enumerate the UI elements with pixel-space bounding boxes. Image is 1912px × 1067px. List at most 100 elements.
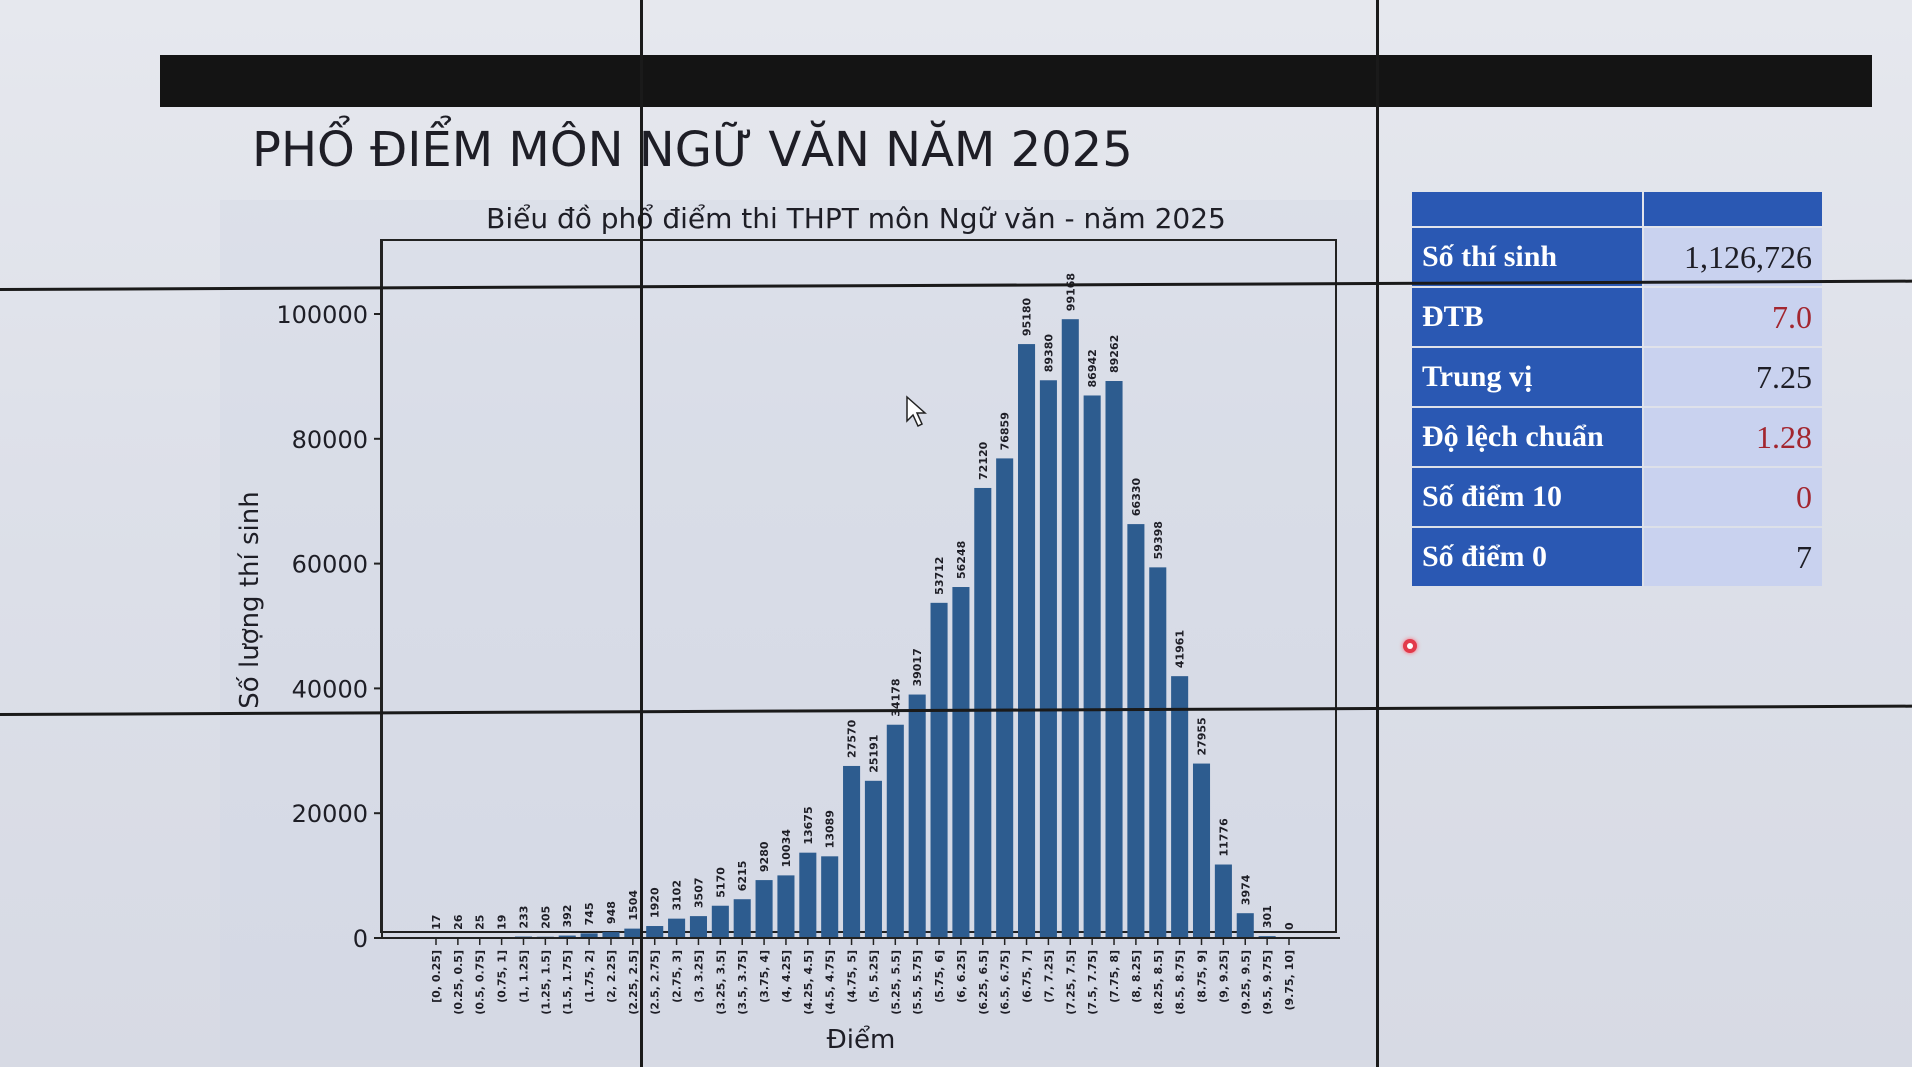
bar-value-label: 41961 [1174,630,1187,668]
bar-value-label: 13089 [824,810,837,848]
x-tick-label: (0.75, 1] [496,950,509,1003]
x-tick-label: (1.75, 2] [583,950,596,1003]
x-tick-label: (9.5, 9.75] [1261,950,1274,1015]
mouse-cursor-icon [906,395,927,428]
x-tick-label: (0.5, 0.75] [474,950,487,1015]
bar-value-label: 9280 [758,841,771,872]
bar [777,875,795,938]
slide-header-bar [160,55,1872,107]
x-tick-label: (3.25, 3.5] [714,950,727,1015]
laser-pointer-dot [1403,639,1417,653]
stats-table: Số thí sinh 1,126,726 ĐTB 7.0 Trung vị 7.25 Độ… [1410,190,1824,588]
x-tick-label: (5.25, 5.5] [889,950,902,1015]
x-tick-label: (4.75, 5] [846,950,859,1003]
stats-value: 7.25 [1644,348,1822,406]
x-tick-label: (2.75, 3] [671,950,684,1003]
bar-value-label: 89380 [1042,334,1055,373]
x-tick-label: (6, 6.25] [955,950,968,1003]
bar [974,487,992,938]
bar-value-label: 95180 [1021,297,1034,336]
bar-value-label: 392 [561,905,574,928]
bar-value-label: 76859 [999,412,1012,450]
bar [755,880,773,938]
bar-value-label: 17 [430,915,443,930]
bar-value-label: 5170 [714,867,727,898]
bar-value-label: 56248 [955,541,968,579]
bar [624,928,642,938]
bar-labels-group: 17 26 25 19 233 205 392 745 948 1504 1920 3102 3507 5… [430,273,1296,930]
stats-value: 1.28 [1644,408,1822,466]
stats-table-header [1412,192,1822,226]
x-tick-label: [0, 0.25] [430,950,443,1003]
bar-value-label: 205 [539,906,552,929]
bar [930,602,948,938]
y-tick-label: 100000 [276,301,368,329]
stats-value: 7 [1644,528,1822,586]
bar [1214,864,1232,938]
bar [908,694,926,938]
bar [668,918,686,938]
x-tick-label: (2.5, 2.75] [649,950,662,1015]
bar [864,780,882,938]
bar [821,856,839,938]
x-tick-label: (8, 8.25] [1130,950,1143,1003]
bar-value-label: 3102 [671,880,684,911]
bar [1236,913,1254,938]
bar [843,765,861,938]
screen-seam-vertical-right [1376,0,1379,1067]
stats-label: Số điểm 0 [1412,528,1642,586]
stats-row: Số điểm 10 0 [1412,468,1822,526]
stats-value: 1,126,726 [1644,228,1822,286]
bar-value-label: 25191 [867,735,880,773]
bar-value-label: 233 [517,906,530,929]
bar-value-label: 1920 [649,887,662,918]
x-tick-label: (3, 3.25] [692,950,705,1003]
stats-label: Độ lệch chuẩn [1412,408,1642,466]
x-tick-label: (8.75, 9] [1196,950,1209,1003]
stats-value: 0 [1644,468,1822,526]
x-tick-label: (5.5, 5.75] [911,950,924,1015]
x-tick-label: (8.25, 8.5] [1152,950,1165,1015]
x-tick-label: (4.5, 4.75] [824,950,837,1015]
bar [1039,380,1057,938]
bar [711,905,729,938]
bar [580,933,598,938]
x-tick-label: (6.25, 6.5] [977,950,990,1015]
x-tick-label: (4.25, 4.5] [802,950,815,1015]
bar-value-label: 3974 [1239,874,1252,905]
bar [1127,524,1145,938]
stats-label: ĐTB [1412,288,1642,346]
x-tick-label: (1.5, 1.75] [561,950,574,1015]
bar-value-label: 86942 [1086,349,1099,387]
bar [558,935,576,938]
x-tick-label: (6.75, 7] [1021,950,1034,1003]
x-tick-label: (7.25, 7.5] [1064,950,1077,1015]
y-tick-label: 0 [353,925,368,953]
x-tick-label: (4, 4.25] [780,950,793,1003]
x-axis: [0, 0.25] (0.25, 0.5] (0.5, 0.75] (0.75, 1]… [382,937,1340,1015]
bar-value-label: 19 [496,915,509,930]
x-axis-label: Điểm [827,1024,896,1055]
bar [1192,763,1211,938]
x-tick-label: (3.5, 3.75] [736,950,749,1015]
bar-value-label: 3507 [692,877,705,908]
bar-value-label: 0 [1283,922,1296,930]
y-tick-label: 60000 [292,551,368,579]
y-tick-label: 80000 [292,426,368,454]
x-tick-label: (1.25, 1.5] [539,950,552,1015]
bar [646,926,664,938]
bar-value-label: 10034 [780,829,793,868]
stats-row: Số thí sinh 1,126,726 [1412,228,1822,286]
bar-value-label: 89262 [1108,335,1121,373]
bar-value-label: 27570 [846,719,859,758]
bar [1105,381,1123,938]
stats-value: 7.0 [1644,288,1822,346]
bar-value-label: 99168 [1064,273,1077,311]
x-tick-label: (6.5, 6.75] [999,950,1012,1015]
x-tick-label: (7.75, 8] [1108,950,1121,1003]
stats-label: Số thí sinh [1412,228,1642,286]
bar [1061,319,1079,939]
bar-value-label: 53712 [933,557,946,595]
